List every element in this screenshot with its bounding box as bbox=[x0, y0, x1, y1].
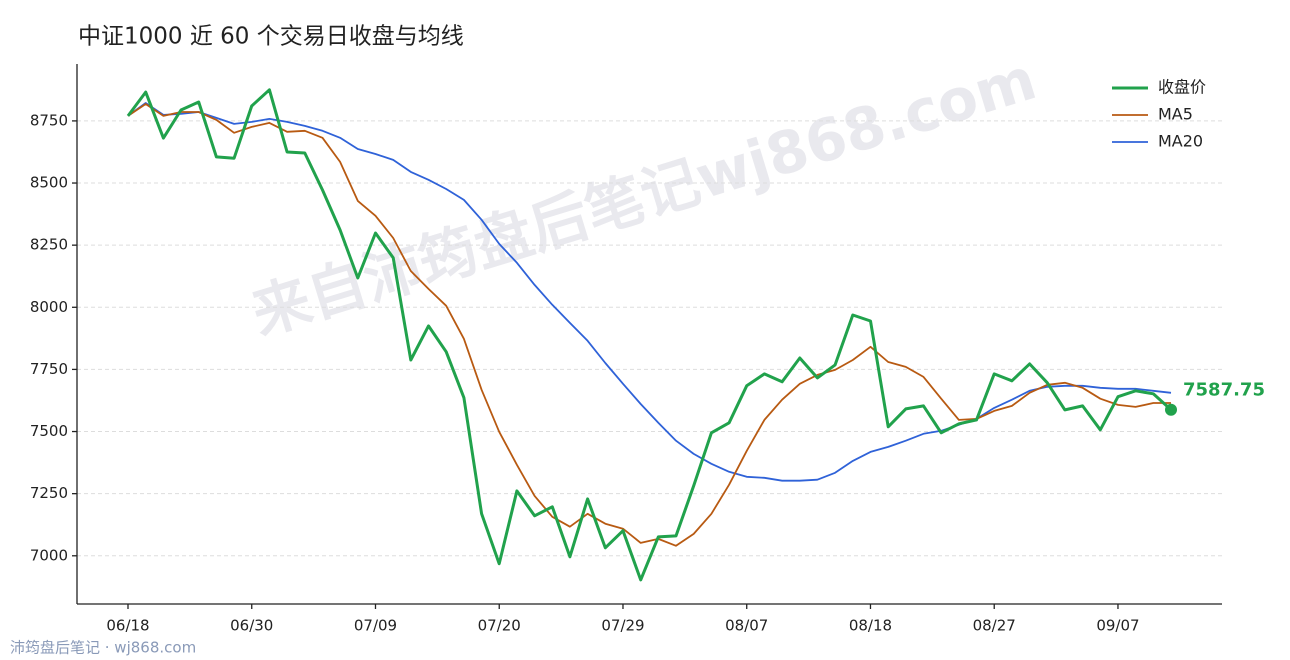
legend-label: 收盘价 bbox=[1158, 78, 1206, 97]
x-tick-label: 07/20 bbox=[478, 617, 521, 635]
watermark: 来自沛筠盘后笔记wj868.com bbox=[244, 45, 1043, 348]
x-tick-label: 07/29 bbox=[601, 617, 644, 635]
x-tick-label: 08/27 bbox=[973, 617, 1016, 635]
footer: 沛筠盘后笔记 · wj868.com bbox=[10, 639, 196, 657]
x-tick-label: 07/09 bbox=[354, 617, 397, 635]
y-tick-label: 7750 bbox=[30, 360, 68, 378]
series-line bbox=[127, 103, 1171, 547]
legend-label: MA5 bbox=[1158, 105, 1193, 124]
y-tick-label: 7500 bbox=[30, 422, 68, 440]
y-tick-label: 8000 bbox=[30, 298, 68, 316]
y-tick-label: 8250 bbox=[30, 236, 68, 254]
y-tick-label: 8500 bbox=[30, 174, 68, 192]
x-tick-label: 09/07 bbox=[1096, 617, 1139, 635]
end-point bbox=[1165, 403, 1177, 416]
y-tick-label: 7000 bbox=[30, 546, 68, 564]
x-tick-label: 06/18 bbox=[106, 617, 149, 635]
end-label: 7587.75 bbox=[1183, 380, 1265, 401]
x-tick-label: 06/30 bbox=[230, 617, 273, 635]
x-tick-label: 08/18 bbox=[849, 617, 892, 635]
legend-label: MA20 bbox=[1158, 132, 1203, 151]
series-line bbox=[126, 88, 1173, 582]
series-line bbox=[127, 102, 1172, 482]
y-tick-label: 7250 bbox=[30, 484, 68, 502]
chart-title: 中证1000 近 60 个交易日收盘与均线 bbox=[78, 24, 464, 50]
x-tick-label: 08/07 bbox=[725, 617, 768, 635]
y-tick-label: 8750 bbox=[30, 111, 68, 129]
